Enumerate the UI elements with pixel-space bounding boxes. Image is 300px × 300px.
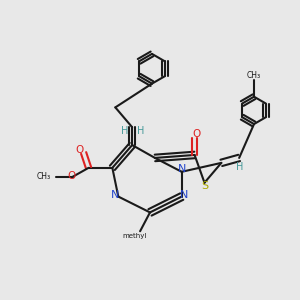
- Text: H: H: [137, 126, 144, 136]
- Text: O: O: [75, 145, 83, 155]
- Text: H: H: [121, 126, 128, 136]
- Text: CH₃: CH₃: [36, 172, 50, 181]
- Text: CH₃: CH₃: [247, 70, 261, 80]
- Text: N: N: [178, 164, 186, 174]
- Text: O: O: [67, 171, 75, 181]
- Text: N: N: [180, 190, 188, 200]
- Text: S: S: [201, 181, 208, 191]
- Text: methyl: methyl: [123, 233, 147, 239]
- Text: H: H: [236, 162, 244, 172]
- Text: N: N: [110, 190, 119, 200]
- Text: O: O: [192, 129, 200, 139]
